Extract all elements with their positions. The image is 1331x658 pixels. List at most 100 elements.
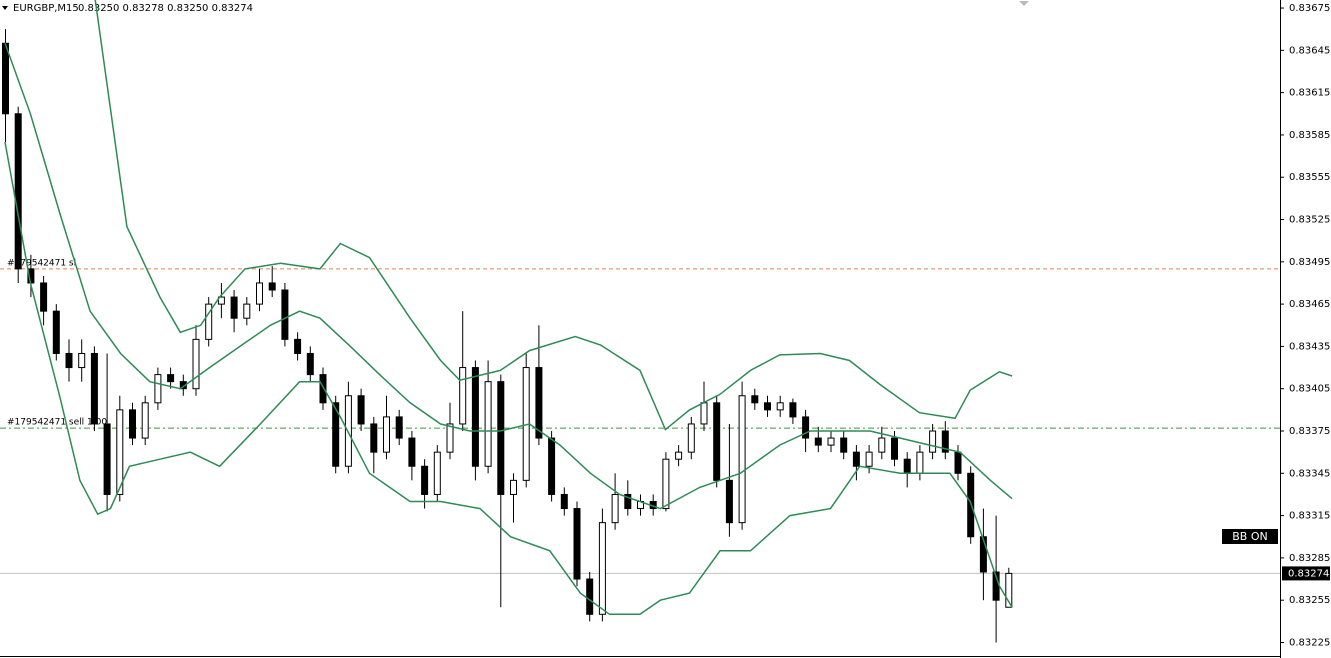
candle-down: [319, 374, 327, 404]
candle-down: [52, 310, 60, 354]
candle-down: [357, 395, 365, 425]
symbol-menu-arrow[interactable]: [2, 6, 8, 10]
candle-down: [167, 374, 175, 383]
quote-text: 0.83250 0.83278 0.83250 0.83274: [78, 3, 253, 14]
candle-down: [370, 423, 378, 453]
candle-down: [421, 465, 429, 495]
candle-down: [852, 451, 860, 467]
bollinger-band: [4, 43, 1013, 510]
candle-up: [878, 437, 886, 453]
candle-down: [560, 493, 568, 510]
candle-up: [141, 402, 149, 439]
candle-down: [840, 437, 848, 453]
candle-down: [497, 381, 505, 495]
y-tick-label: 0.83675: [1289, 3, 1330, 14]
candle-down: [535, 367, 543, 439]
candle-up: [217, 296, 225, 305]
candle-up: [662, 458, 670, 510]
candle-up: [510, 479, 517, 495]
y-tick-label: 0.83285: [1289, 553, 1330, 564]
candle-up: [459, 367, 467, 425]
candle-down: [103, 423, 111, 495]
candle-up: [865, 451, 873, 467]
candle-up: [192, 338, 200, 390]
candle-up: [446, 423, 454, 453]
candle-up: [827, 437, 835, 446]
symbol-title: EURGBP,M15: [13, 3, 79, 14]
candle-down: [268, 282, 276, 291]
candle-up: [383, 416, 390, 453]
candle-down: [789, 402, 797, 418]
candle-down: [624, 493, 632, 510]
bollinger-band: [94, 0, 1013, 431]
candle-down: [306, 352, 314, 376]
candle-down: [332, 402, 340, 467]
y-tick-label: 0.83405: [1289, 384, 1330, 395]
candle-down: [40, 282, 48, 312]
candle-down: [751, 395, 759, 404]
candle-up: [611, 493, 619, 524]
y-tick-label: 0.83615: [1289, 88, 1330, 99]
candle-down: [713, 402, 721, 481]
candle-up: [256, 282, 263, 305]
candle-up: [687, 423, 695, 453]
candle-down: [2, 42, 9, 115]
y-tick-label: 0.83255: [1289, 595, 1330, 606]
candle-down: [129, 409, 136, 439]
candle-down: [281, 289, 289, 340]
indicator-badge: BB ON: [1232, 530, 1267, 543]
candle-down: [814, 437, 822, 446]
y-tick-label: 0.83645: [1289, 45, 1330, 56]
y-tick-label: 0.83585: [1289, 130, 1330, 141]
candle-up: [598, 522, 606, 615]
trade-level-label: #179542471 sl: [7, 258, 76, 268]
candle-up: [738, 395, 746, 524]
bid-label-box: [1282, 566, 1330, 581]
y-tick-label: 0.83315: [1289, 511, 1330, 522]
candle-up: [776, 402, 784, 411]
bid-label: 0.83274: [1288, 568, 1329, 579]
candle-up: [205, 303, 213, 340]
y-tick-label: 0.83555: [1289, 172, 1330, 183]
candle-up: [484, 381, 492, 467]
scroll-marker[interactable]: [1019, 1, 1029, 6]
candle-up: [916, 451, 924, 474]
candle-up: [433, 451, 441, 495]
candle-up: [700, 402, 708, 425]
indicator-badge-box: [1222, 529, 1278, 544]
candle-down: [941, 430, 949, 453]
y-tick-label: 0.83345: [1289, 468, 1330, 479]
candle-down: [573, 508, 581, 580]
y-tick-label: 0.83525: [1289, 215, 1330, 226]
y-tick-label: 0.83225: [1289, 637, 1330, 648]
candle-up: [243, 303, 251, 319]
y-tick-label: 0.83495: [1289, 257, 1330, 268]
candle-down: [471, 367, 479, 467]
candle-down: [294, 338, 302, 354]
candle-down: [891, 437, 898, 460]
trade-level-label: #179542471 sell 1.00: [7, 418, 107, 428]
candle-down: [14, 113, 22, 270]
candle-down: [90, 352, 98, 425]
candle-up: [116, 409, 124, 495]
candle-down: [395, 416, 403, 439]
candle-down: [548, 437, 556, 495]
candle-down: [802, 416, 810, 439]
candle-up: [675, 451, 683, 460]
candle-down: [903, 458, 911, 474]
candle-down: [764, 402, 771, 411]
candle-down: [408, 437, 416, 467]
candle-up: [78, 352, 86, 369]
bollinger-band: [4, 141, 1013, 616]
candle-up: [929, 430, 937, 453]
candle-down: [954, 451, 962, 474]
y-tick-label: 0.83465: [1289, 299, 1330, 310]
candle-up: [1005, 572, 1013, 608]
y-tick-label: 0.83435: [1289, 341, 1330, 352]
candle-down: [586, 578, 594, 615]
candle-down: [725, 479, 733, 524]
candle-up: [154, 374, 162, 404]
